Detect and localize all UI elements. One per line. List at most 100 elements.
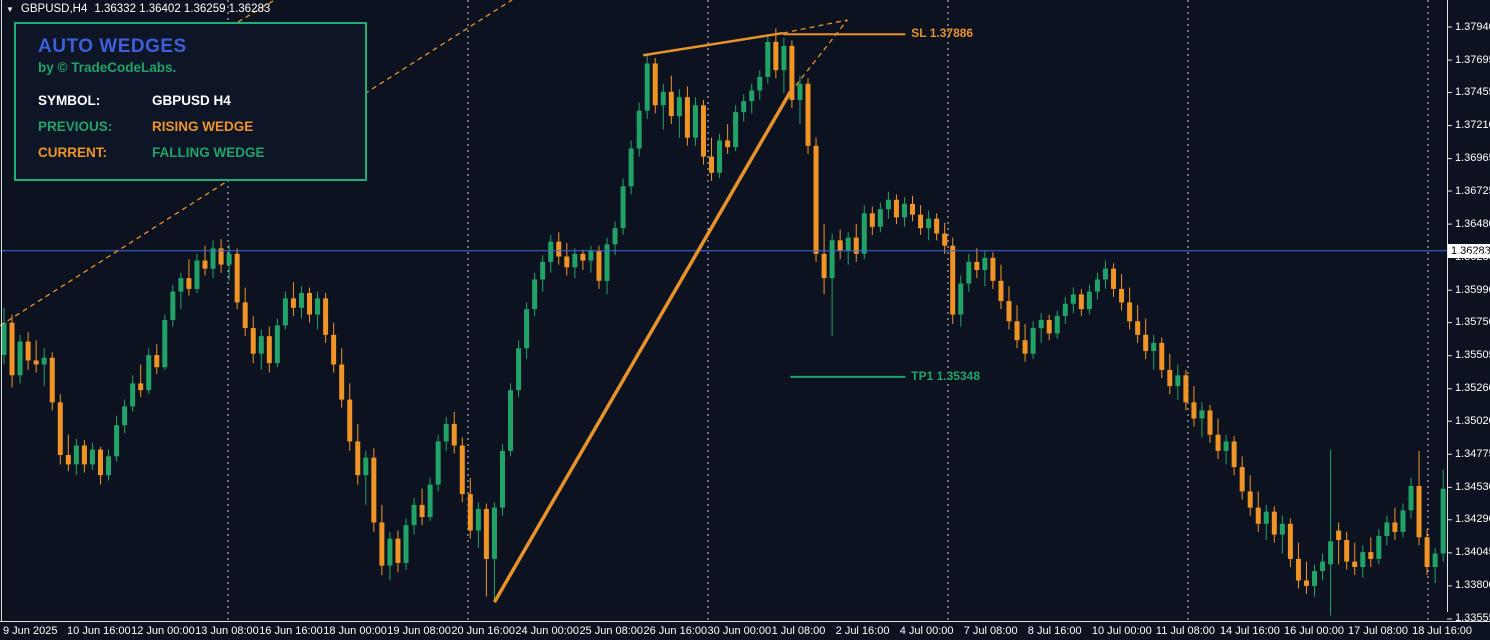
candle-body bbox=[242, 302, 248, 329]
candle-body bbox=[556, 241, 562, 257]
candle-body bbox=[805, 83, 811, 146]
candle-body bbox=[934, 218, 940, 234]
candle-body bbox=[1223, 441, 1229, 451]
candle-body bbox=[757, 76, 763, 91]
previous-value: RISING WEDGE bbox=[152, 119, 254, 134]
panel-row-symbol: SYMBOL: GBPUSD H4 bbox=[38, 93, 365, 108]
prev-wedge-upper-dashed[interactable] bbox=[237, 0, 276, 23]
time-label: 24 Jun 00:00 bbox=[515, 625, 580, 637]
panel-row-previous: PREVIOUS: RISING WEDGE bbox=[38, 119, 365, 134]
candle-body bbox=[885, 199, 891, 210]
candle-body bbox=[1376, 535, 1382, 559]
candle-body bbox=[636, 110, 642, 149]
candle-body bbox=[459, 445, 465, 495]
candle-body bbox=[564, 256, 570, 268]
candle-body bbox=[162, 319, 168, 368]
candle-body bbox=[282, 298, 288, 326]
candle-body bbox=[379, 522, 385, 566]
price-tick-label: 1.35505 bbox=[1455, 349, 1490, 362]
candle-body bbox=[1416, 486, 1422, 538]
candle-body bbox=[773, 41, 779, 71]
candle-body bbox=[684, 97, 690, 138]
candle-body bbox=[114, 425, 120, 457]
candle-body bbox=[1006, 301, 1012, 322]
candle-body bbox=[298, 292, 304, 308]
candle-body bbox=[419, 504, 425, 518]
candle-body bbox=[89, 449, 95, 465]
collapse-arrow-icon[interactable]: ▼ bbox=[6, 4, 14, 14]
candle-body bbox=[1, 322, 7, 356]
time-label: 2 Jul 16:00 bbox=[835, 625, 890, 637]
time-label: 18 Jun 00:00 bbox=[323, 625, 387, 637]
candle-body bbox=[395, 538, 401, 563]
candle-body bbox=[435, 441, 441, 485]
candle-body bbox=[845, 237, 851, 252]
price-tick-label: 1.34045 bbox=[1455, 546, 1490, 559]
price-tick-label: 1.35020 bbox=[1455, 414, 1490, 427]
candle-body bbox=[194, 260, 200, 289]
prev-wedge-lower-dashed[interactable] bbox=[0, 0, 513, 327]
candle-body bbox=[226, 253, 232, 265]
candle-body bbox=[1239, 467, 1245, 492]
time-label: 4 Jul 00:00 bbox=[899, 625, 954, 637]
candle-body bbox=[942, 233, 948, 246]
candle-body bbox=[1424, 537, 1430, 567]
candle-body bbox=[692, 105, 698, 138]
rising-wedge-upper-apex[interactable] bbox=[782, 19, 848, 34]
candle-body bbox=[1408, 486, 1414, 511]
candle-body bbox=[1263, 511, 1269, 524]
candle-body bbox=[130, 383, 136, 407]
time-label: 11 Jul 08:00 bbox=[1155, 625, 1216, 637]
candle-body bbox=[717, 140, 723, 173]
candle-body bbox=[1054, 315, 1060, 334]
candle-body bbox=[1167, 369, 1173, 387]
candle-body bbox=[508, 390, 514, 451]
candle-body bbox=[427, 484, 433, 518]
chart-title-bar: ▼ GBPUSD,H4 1.36332 1.36402 1.36259 1.36… bbox=[6, 3, 270, 15]
candle-body bbox=[1183, 375, 1189, 403]
rising-wedge-lower-apex[interactable] bbox=[789, 19, 848, 93]
candle-body bbox=[1392, 522, 1398, 532]
candle-body bbox=[620, 186, 626, 229]
candle-body bbox=[1159, 342, 1165, 370]
price-tick-label: 1.36725 bbox=[1455, 184, 1490, 197]
candle-body bbox=[1070, 294, 1076, 304]
candle-body bbox=[596, 251, 602, 281]
price-tick-label: 1.33555 bbox=[1455, 612, 1490, 625]
candle-body bbox=[499, 450, 505, 508]
time-label: 10 Jun 16:00 bbox=[67, 625, 131, 637]
candle-body bbox=[660, 91, 666, 106]
candle-body bbox=[813, 145, 819, 254]
candle-body bbox=[1199, 410, 1205, 419]
candle-body bbox=[17, 341, 23, 376]
candle-body bbox=[331, 334, 337, 365]
price-tick-label: 1.37210 bbox=[1455, 119, 1490, 132]
candle-body bbox=[97, 449, 103, 476]
time-label: 8 Jul 16:00 bbox=[1027, 625, 1082, 637]
candle-body bbox=[73, 445, 79, 465]
candle-body bbox=[355, 441, 361, 476]
candle-body bbox=[733, 112, 739, 148]
candle-body bbox=[403, 525, 409, 563]
candle-body bbox=[974, 261, 980, 270]
current-value: FALLING WEDGE bbox=[152, 145, 265, 160]
price-tick-label: 1.35750 bbox=[1455, 316, 1490, 329]
candle-body bbox=[1400, 510, 1406, 532]
rising-wedge-upper[interactable] bbox=[642, 31, 784, 57]
price-tick-label: 1.36235 bbox=[1455, 250, 1490, 263]
candle-body bbox=[604, 244, 610, 281]
candle-body bbox=[122, 406, 128, 426]
rising-wedge-lower[interactable] bbox=[492, 90, 792, 603]
candle-body bbox=[411, 504, 417, 526]
panel-row-current: CURRENT: FALLING WEDGE bbox=[38, 145, 365, 160]
candle-body bbox=[202, 260, 208, 269]
candle-body bbox=[363, 457, 369, 476]
candle-body bbox=[323, 298, 329, 335]
time-label: 9 Jun 2025 bbox=[3, 625, 58, 637]
candle-body bbox=[612, 228, 618, 245]
candle-body bbox=[1352, 561, 1358, 567]
tp-line-label: TP1 1.35348 bbox=[911, 368, 980, 383]
ohlc-readout: 1.36332 1.36402 1.36259 1.36283 bbox=[94, 3, 271, 15]
candle-body bbox=[9, 322, 15, 376]
